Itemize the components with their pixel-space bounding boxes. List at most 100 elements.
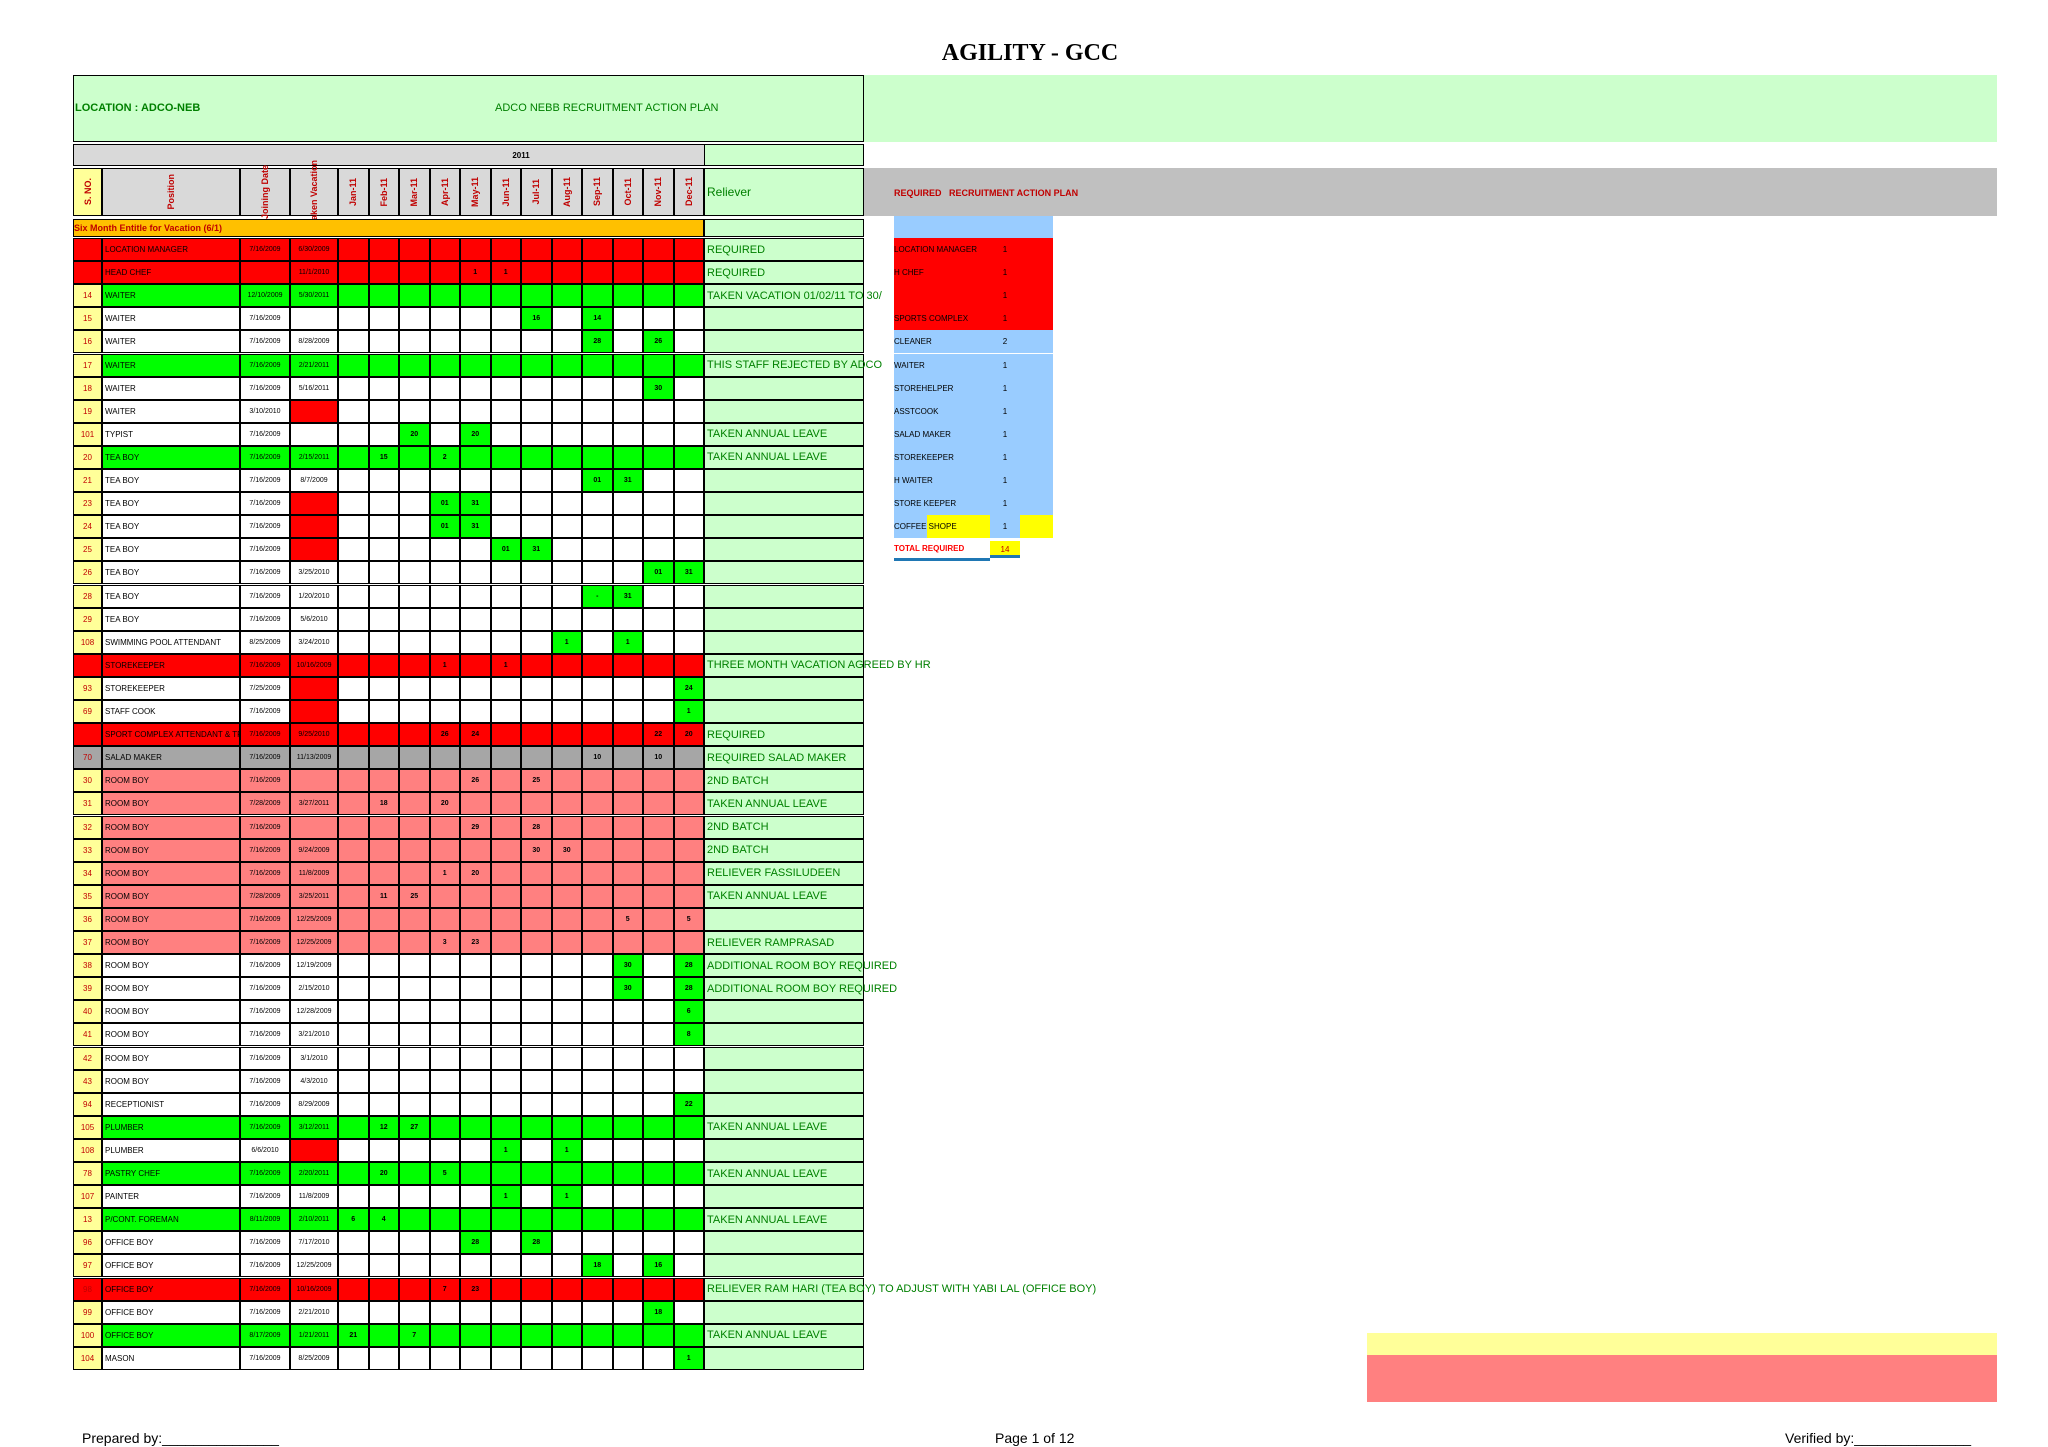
- month-cell: [551, 653, 582, 677]
- total-count-bg: [990, 541, 1020, 559]
- month-cell: [338, 630, 369, 654]
- month-cell: [338, 261, 369, 285]
- reliever: [704, 1346, 864, 1370]
- month-cell: [521, 954, 552, 978]
- month-cell: [612, 792, 643, 816]
- month-cell: [612, 1000, 643, 1024]
- month-cell: [551, 884, 582, 908]
- month-cell: [460, 1254, 491, 1278]
- month-cell: [368, 399, 399, 423]
- month-cell: [338, 884, 369, 908]
- month-cell: [368, 931, 399, 955]
- taken-vacation: 9/24/2009: [290, 838, 338, 862]
- joining-date: 7/16/2009: [240, 1115, 290, 1139]
- month-cell: [429, 1138, 460, 1162]
- month-cell: [399, 700, 430, 724]
- month-cell: 18: [582, 1254, 613, 1278]
- month-cell: 4: [368, 1208, 399, 1232]
- serial-number: 107: [73, 1185, 102, 1209]
- month-cell: [490, 422, 521, 446]
- month-cell: [521, 607, 552, 631]
- required-count: 1: [1002, 406, 1008, 416]
- month-cell: [490, 307, 521, 331]
- month-cell: [490, 1162, 521, 1186]
- required-row: [894, 445, 1053, 469]
- month-cell: [429, 676, 460, 700]
- month-cell: 21: [338, 1323, 369, 1347]
- month-cell: [612, 238, 643, 262]
- joining-date: 7/25/2009: [240, 676, 290, 700]
- month-cell: [673, 1069, 704, 1093]
- month-cell: [521, 907, 552, 931]
- month-cell: [399, 284, 430, 308]
- month-cell: [338, 676, 369, 700]
- position: ROOM BOY: [102, 861, 240, 885]
- month-cell: [582, 607, 613, 631]
- joining-date: 7/16/2009: [240, 723, 290, 747]
- required-name: STORE KEEPER: [894, 499, 957, 509]
- month-cell: [612, 1092, 643, 1116]
- taken-vacation: [290, 538, 338, 562]
- taken-vacation: 11/8/2009: [290, 861, 338, 885]
- month-cell: [673, 1300, 704, 1324]
- taken-vacation: [290, 1138, 338, 1162]
- month-cell: [643, 861, 674, 885]
- required-name: H WAITER: [894, 476, 933, 486]
- month-cell: [338, 399, 369, 423]
- month-cell: [399, 353, 430, 377]
- month-cell: [673, 607, 704, 631]
- taken-vacation: [290, 307, 338, 331]
- month-cell: [582, 1046, 613, 1070]
- month-cell: [429, 561, 460, 585]
- position: TEA BOY: [102, 492, 240, 516]
- month-cell: [399, 792, 430, 816]
- reliever: [704, 676, 864, 700]
- month-cell: [368, 1000, 399, 1024]
- month-cell: [429, 907, 460, 931]
- month-cell: 10: [582, 746, 613, 770]
- month-cell: [399, 838, 430, 862]
- month-cell: [460, 1323, 491, 1347]
- month-cell: [582, 884, 613, 908]
- month-cell: [490, 284, 521, 308]
- month-cell: 01: [582, 469, 613, 493]
- month-cell: [429, 954, 460, 978]
- month-cell: [612, 723, 643, 747]
- month-cell: [582, 261, 613, 285]
- month-cell: 10: [643, 746, 674, 770]
- month-cell: [490, 884, 521, 908]
- position: HEAD CHEF: [102, 261, 240, 285]
- month-cell: [582, 676, 613, 700]
- month-cell: 16: [521, 307, 552, 331]
- month-cell: [612, 307, 643, 331]
- month-cell: [673, 931, 704, 955]
- reliever: TAKEN VACATION 01/02/11 TO 30/: [704, 284, 882, 308]
- taken-vacation: 3/24/2010: [290, 630, 338, 654]
- month-cell: [612, 1208, 643, 1232]
- month-cell: [399, 584, 430, 608]
- month-cell: [582, 1092, 613, 1116]
- required-row: [894, 469, 1053, 493]
- month-cell: [673, 861, 704, 885]
- joining-date: 7/16/2009: [240, 1300, 290, 1324]
- month-cell: [399, 1300, 430, 1324]
- month-cell: [460, 584, 491, 608]
- month-cell: [490, 769, 521, 793]
- reliever: 2ND BATCH: [704, 815, 864, 839]
- month-cell: [673, 1185, 704, 1209]
- reliever: REQUIRED: [704, 238, 864, 262]
- month-cell: [399, 1185, 430, 1209]
- joining-date: 7/16/2009: [240, 307, 290, 331]
- month-cell: [582, 1069, 613, 1093]
- month-header: Jul-11: [521, 168, 552, 216]
- month-cell: [399, 330, 430, 354]
- month-cell: [399, 815, 430, 839]
- taken-vacation: 5/16/2011: [290, 376, 338, 400]
- taken-vacation: 2/15/2010: [290, 977, 338, 1001]
- month-header-text: Oct-11: [622, 178, 633, 206]
- serial-number: 97: [73, 1254, 102, 1278]
- position: TEA BOY: [102, 469, 240, 493]
- month-cell: [368, 469, 399, 493]
- position: OFFICE BOY: [102, 1277, 240, 1301]
- month-cell: [582, 1300, 613, 1324]
